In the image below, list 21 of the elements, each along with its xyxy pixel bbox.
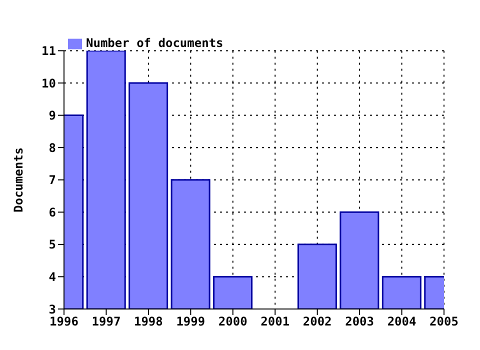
y-tick-label: 6 — [48, 205, 56, 220]
y-tick-label: 11 — [42, 44, 56, 58]
x-tick-label: 2002 — [302, 314, 332, 329]
y-tick-label: 5 — [48, 238, 56, 252]
x-tick-label: 2001 — [260, 314, 290, 329]
y-tick-label: 8 — [48, 140, 56, 155]
y-tick-label: 7 — [48, 173, 56, 188]
legend-label: Number of documents — [86, 36, 224, 50]
y-tick-label: 9 — [48, 108, 56, 123]
x-tick-label: 2005 — [430, 314, 458, 329]
y-tick-label: 10 — [42, 76, 56, 90]
y-tick-label: 3 — [48, 302, 56, 316]
x-tick-label: 1998 — [134, 314, 163, 329]
y-axis-title: Documents — [11, 147, 26, 212]
x-tick-label: 2004 — [387, 314, 416, 329]
x-tick-label: 1996 — [50, 314, 78, 329]
x-tick-label: 1997 — [92, 314, 121, 329]
x-tick-label: 1999 — [176, 314, 206, 329]
x-tick-label: 2000 — [218, 314, 248, 329]
x-tick-label: 2003 — [345, 314, 374, 329]
y-tick-label: 4 — [48, 270, 56, 284]
